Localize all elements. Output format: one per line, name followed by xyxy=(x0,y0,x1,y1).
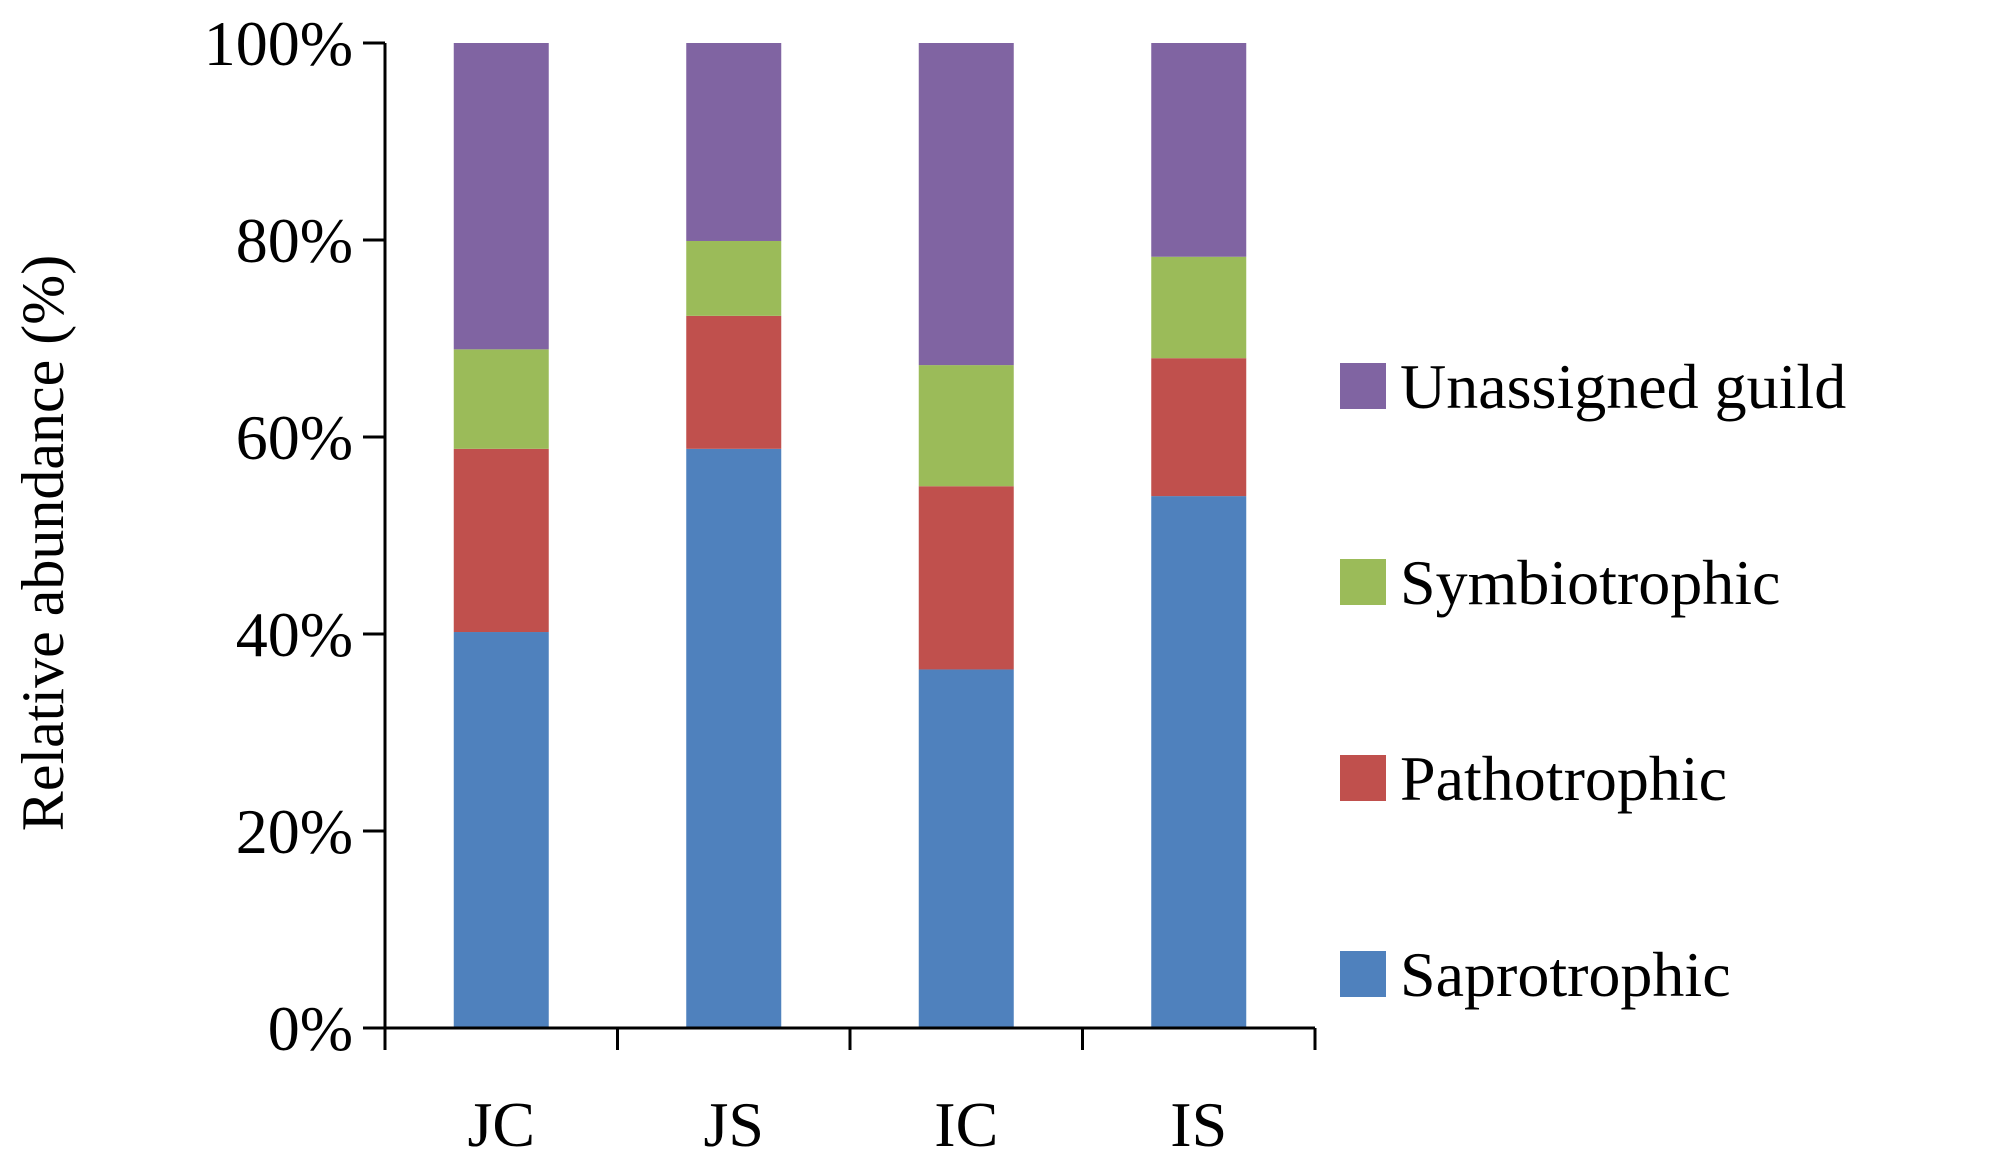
bar-jc-pathotrophic xyxy=(453,448,549,633)
legend: Unassigned guild Symbiotrophic Pathotrophi… xyxy=(1340,351,1846,1010)
legend-label-unassigned-guild: Unassigned guild xyxy=(1400,351,1846,422)
bar-jc-symbiotrophic xyxy=(453,349,549,449)
legend-label-symbiotrophic: Symbiotrophic xyxy=(1400,547,1780,618)
bar-is-pathotrophic xyxy=(1151,358,1247,497)
y-ticks-layer: 0% 20% 40% 60% 80% 100% xyxy=(204,8,385,1064)
bar-jc-saprotrophic xyxy=(453,632,549,1028)
legend-label-saprotrophic: Saprotrophic xyxy=(1400,939,1731,1010)
bar-js-pathotrophic xyxy=(686,315,782,449)
bars-layer xyxy=(453,43,1247,1029)
y-tick-label: 100% xyxy=(204,8,353,79)
legend-label-pathotrophic: Pathotrophic xyxy=(1400,743,1727,814)
bar-ic-unassigned-guild xyxy=(918,43,1014,366)
y-tick-label: 80% xyxy=(236,205,353,276)
bar-ic-symbiotrophic xyxy=(918,365,1014,487)
y-tick-label: 40% xyxy=(236,599,353,670)
y-tick-label: 20% xyxy=(236,796,353,867)
bar-is-unassigned-guild xyxy=(1151,43,1247,257)
legend-swatch-saprotrophic xyxy=(1340,951,1386,997)
legend-swatch-unassigned-guild xyxy=(1340,363,1386,409)
x-category-label: IS xyxy=(1170,1089,1227,1160)
bar-ic-pathotrophic xyxy=(918,486,1014,670)
x-category-label: JS xyxy=(704,1089,765,1160)
bar-ic-saprotrophic xyxy=(918,669,1014,1028)
axes-layer xyxy=(383,43,1317,1050)
bar-js-symbiotrophic xyxy=(686,240,782,316)
bar-is-symbiotrophic xyxy=(1151,256,1247,359)
y-axis-title: Relative abundance (%) xyxy=(10,255,76,831)
bar-js-unassigned-guild xyxy=(686,43,782,241)
bar-is-saprotrophic xyxy=(1151,496,1247,1029)
x-category-label: JC xyxy=(467,1089,535,1160)
bar-jc-unassigned-guild xyxy=(453,43,549,350)
x-category-label: IC xyxy=(934,1089,998,1160)
legend-swatch-pathotrophic xyxy=(1340,755,1386,801)
y-tick-label: 0% xyxy=(268,993,353,1064)
x-categories-layer: JC JS IC IS xyxy=(467,1089,1227,1160)
y-tick-label: 60% xyxy=(236,402,353,473)
bar-js-saprotrophic xyxy=(686,448,782,1028)
legend-swatch-symbiotrophic xyxy=(1340,559,1386,605)
